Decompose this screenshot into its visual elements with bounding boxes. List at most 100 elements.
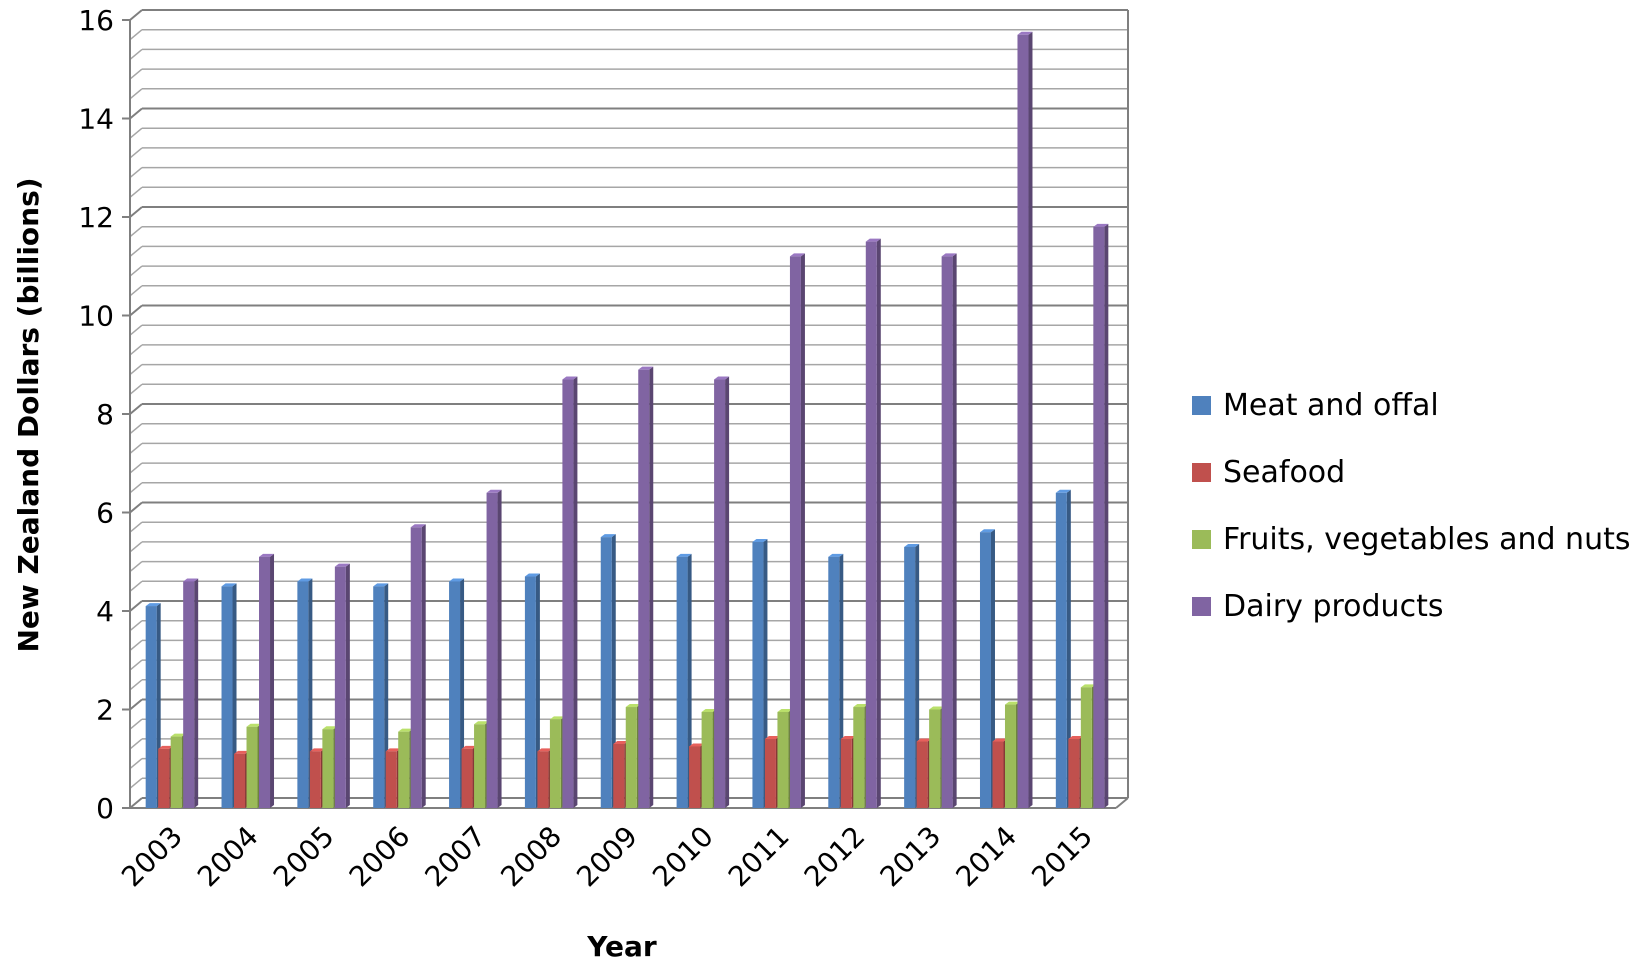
- legend-label-seafood: Seafood: [1223, 455, 1345, 490]
- bar-side: [422, 524, 426, 808]
- gridline-side: [130, 719, 142, 729]
- y-tick-label: 16: [78, 4, 114, 37]
- gridline-side: [130, 306, 142, 316]
- gridline-side: [130, 207, 142, 217]
- bar-front: [1081, 687, 1092, 808]
- gridline-side: [130, 680, 142, 690]
- bar-side: [953, 253, 957, 808]
- bar-front: [247, 727, 258, 808]
- bar-front: [904, 547, 915, 808]
- legend-swatch-seafood: [1192, 463, 1211, 482]
- x-tick-label: 2013: [874, 820, 948, 894]
- legend-label-fruits: Fruits, vegetables and nuts: [1223, 522, 1630, 557]
- gridline-side: [130, 365, 142, 375]
- bar: [638, 367, 653, 808]
- gridline-side: [130, 49, 142, 59]
- legend-item-fruits: Fruits, vegetables and nuts: [1192, 506, 1630, 573]
- bar-side: [649, 367, 653, 808]
- bar-front: [1017, 35, 1028, 808]
- bar-front: [449, 581, 460, 808]
- gridline-side: [130, 227, 142, 237]
- bar-front: [752, 542, 763, 808]
- gridline-side: [130, 739, 142, 749]
- bar-front: [714, 380, 725, 808]
- bar-front: [398, 732, 409, 808]
- bar-front: [1056, 493, 1067, 808]
- bar-front: [335, 567, 346, 808]
- bar-side: [346, 564, 350, 808]
- gridline-side: [130, 463, 142, 473]
- gridline-side: [130, 424, 142, 434]
- gridline-side: [130, 640, 142, 650]
- x-tick-label: 2010: [646, 820, 720, 894]
- x-tick-label: 2011: [722, 820, 796, 894]
- bar-front: [777, 712, 788, 808]
- bar-front: [929, 710, 940, 809]
- bar-front: [702, 712, 713, 808]
- x-tick-label: 2005: [267, 820, 341, 894]
- bar: [714, 377, 729, 808]
- gridline-side: [130, 246, 142, 256]
- bar-side: [1028, 32, 1032, 808]
- bar-side: [1104, 224, 1108, 808]
- y-tick-label: 8: [96, 398, 114, 431]
- x-tick-label: 2004: [191, 820, 265, 894]
- bar-front: [297, 581, 308, 808]
- x-tick-label: 2012: [798, 820, 872, 894]
- gridline-side: [130, 443, 142, 453]
- legend-swatch-meat: [1192, 396, 1211, 415]
- gridline-side: [130, 266, 142, 276]
- gridline-side: [130, 522, 142, 532]
- bar-front: [222, 586, 233, 808]
- floor-edge: [1116, 798, 1128, 808]
- bar-front: [259, 557, 270, 808]
- gridline-side: [130, 660, 142, 670]
- bar-front: [158, 749, 169, 808]
- bar-side: [573, 377, 577, 808]
- bar-front: [183, 581, 194, 808]
- bar-side: [194, 578, 198, 808]
- bar-front: [601, 537, 612, 808]
- bar-front: [677, 557, 688, 808]
- gridline-side: [130, 562, 142, 572]
- bar: [411, 524, 426, 808]
- gridline-side: [130, 601, 142, 611]
- gridline-side: [130, 798, 142, 808]
- gridline-side: [130, 109, 142, 119]
- x-tick-label: 2015: [1025, 820, 1099, 894]
- x-tick-label: 2007: [419, 820, 493, 894]
- bar-front: [942, 256, 953, 808]
- legend-item-seafood: Seafood: [1192, 439, 1630, 506]
- gridline-side: [130, 286, 142, 296]
- legend-swatch-dairy: [1192, 597, 1211, 616]
- bar-front: [386, 751, 397, 808]
- gridline-side: [130, 581, 142, 591]
- legend-item-dairy: Dairy products: [1192, 573, 1630, 640]
- bar-front: [917, 742, 928, 808]
- gridline-side: [130, 621, 142, 631]
- x-tick-label: 2006: [343, 820, 417, 894]
- bar-front: [373, 586, 384, 808]
- bar-front: [322, 729, 333, 808]
- bar-side: [498, 490, 502, 808]
- bar: [259, 554, 274, 808]
- bar-side: [270, 554, 274, 808]
- gridline-side: [130, 30, 142, 40]
- bar-front: [853, 707, 864, 808]
- gridline-side: [130, 759, 142, 769]
- gridline-side: [130, 384, 142, 394]
- bar-front: [613, 744, 624, 808]
- legend-label-dairy: Dairy products: [1223, 589, 1443, 624]
- gridline-side: [130, 325, 142, 335]
- x-tick-label: 2003: [115, 820, 189, 894]
- bar: [487, 490, 502, 808]
- gridline-side: [130, 69, 142, 79]
- bar-front: [1093, 227, 1104, 808]
- gridline-side: [130, 503, 142, 513]
- y-tick-label: 12: [78, 201, 114, 234]
- bar: [866, 239, 881, 808]
- bar: [562, 377, 577, 808]
- bar-side: [801, 253, 805, 808]
- legend-swatch-fruits: [1192, 530, 1211, 549]
- bar-front: [992, 742, 1003, 808]
